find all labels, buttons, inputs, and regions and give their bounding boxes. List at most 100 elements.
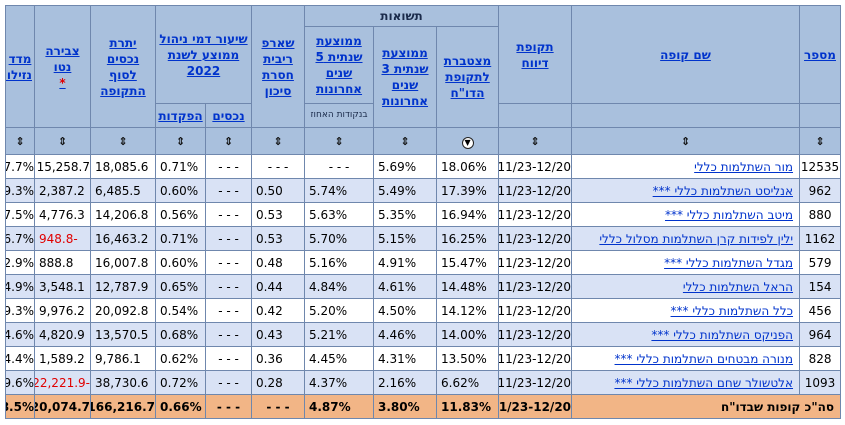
fee-assets: 0.56% xyxy=(155,202,206,227)
header-cumulative[interactable]: מצטברת לתקופת הדו"ח xyxy=(436,26,500,128)
fee-deposits: - - - xyxy=(205,298,252,323)
avg5-return: 5.21% xyxy=(303,322,375,347)
report-period: 11/23-12/20 xyxy=(498,178,573,203)
fund-name-link[interactable]: ילין לפידות קרן השתלמות מסלול כללי xyxy=(571,226,801,251)
avg5-return: 4.84% xyxy=(303,274,375,299)
row-id: 579 xyxy=(799,250,842,275)
sort-fees-assets[interactable]: ⇕ xyxy=(155,127,206,155)
header-period-spacer xyxy=(498,103,573,128)
funds-table-container: מספר שם קופה תקופת דיווח תשואות שארפ ריב… xyxy=(5,5,842,419)
fee-assets: 0.72% xyxy=(155,370,206,395)
header-period[interactable]: תקופת דיווח xyxy=(498,5,573,104)
total-label: סה"כ קופות שבדו"ח xyxy=(571,394,842,419)
fund-link-text[interactable]: מור השתלמות כללי xyxy=(694,159,794,174)
net-accrual: 3,548.1 xyxy=(34,274,91,299)
avg5-return: - - - xyxy=(303,154,375,179)
fund-name-link[interactable]: מיטב השתלמות כללי *** xyxy=(571,202,801,227)
fund-link-text[interactable]: ילין לפידות קרן השתלמות מסלול כללי xyxy=(599,231,794,246)
sort-fund-name[interactable]: ⇕ xyxy=(571,127,801,155)
total-fee-deposits: - - - xyxy=(205,394,252,419)
total-avg5: 4.87% xyxy=(303,394,375,419)
fee-assets: 0.71% xyxy=(155,154,206,179)
row-id: 154 xyxy=(799,274,842,299)
sharpe-ratio: 0.53 xyxy=(251,226,305,251)
header-sharpe[interactable]: שארפ ריבית חסרת סיכון xyxy=(251,5,305,128)
assets-end: 12,787.9 xyxy=(90,274,156,299)
header-assets-end[interactable]: יתרת נכסים לסוף התקופה xyxy=(90,5,156,128)
fund-name-link[interactable]: מגדל השתלמות כללי *** xyxy=(571,250,801,275)
liquidity-index: 72.9% xyxy=(5,250,35,275)
net-accrual-star: * xyxy=(59,75,66,90)
liquidity-index: 89.3% xyxy=(5,178,35,203)
row-id: 962 xyxy=(799,178,842,203)
header-fund-spacer xyxy=(571,103,801,128)
sort-period[interactable]: ⇕ xyxy=(498,127,573,155)
table-row: 12535 מור השתלמות כללי 11/23-12/20 18.06% 5.… xyxy=(5,154,842,179)
fund-link-text[interactable]: כלל השתלמות כללי *** xyxy=(670,303,794,318)
fund-name-link[interactable]: כלל השתלמות כללי *** xyxy=(571,298,801,323)
sort-assets-end[interactable]: ⇕ xyxy=(90,127,156,155)
total-assets: 166,216.7 xyxy=(90,394,156,419)
total-period: 11/23-12/20 xyxy=(498,394,573,419)
sort-sharpe[interactable]: ⇕ xyxy=(251,127,305,155)
fee-assets: 0.62% xyxy=(155,346,206,371)
header-fund-name[interactable]: שם קופה xyxy=(571,5,801,104)
cumulative-return: 17.39% xyxy=(436,178,500,203)
header-avg3[interactable]: ממוצעת שנתית 3 שנים אחרונות xyxy=(373,26,438,128)
sort-net-accrual[interactable]: ⇕ xyxy=(34,127,91,155)
header-fees-deposits[interactable]: הפקדות xyxy=(155,103,206,128)
header-fees[interactable]: שיעור דמי ניהול ממוצע לשנת 2022 xyxy=(155,5,252,104)
fund-name-link[interactable]: הראל השתלמות כללי xyxy=(571,274,801,299)
liquidity-index: 79.6% xyxy=(5,370,35,395)
sort-avg3[interactable]: ⇕ xyxy=(373,127,438,155)
liquidity-index: 74.6% xyxy=(5,322,35,347)
fee-assets: 0.60% xyxy=(155,250,206,275)
header-id[interactable]: מספר xyxy=(799,5,842,104)
fund-name-link[interactable]: מנורה מבטחים השתלמות כללי *** xyxy=(571,346,801,371)
fund-link-text[interactable]: אלטשולר שחם השתלמות כללי *** xyxy=(614,375,794,390)
fund-link-text[interactable]: מיטב השתלמות כללי *** xyxy=(664,207,794,222)
sort-fees-deposits[interactable]: ⇕ xyxy=(205,127,252,155)
header-fees-assets[interactable]: נכסים xyxy=(205,103,252,128)
fund-name-link[interactable]: אלטשולר שחם השתלמות כללי *** xyxy=(571,370,801,395)
header-net-accrual[interactable]: צבירה נטו * xyxy=(34,5,91,128)
fee-assets: 0.65% xyxy=(155,274,206,299)
avg5-return: 5.70% xyxy=(303,226,375,251)
fund-link-text[interactable]: אנליסט השתלמות כללי *** xyxy=(652,183,794,198)
assets-end: 16,463.2 xyxy=(90,226,156,251)
sort-cumulative[interactable]: ▼ xyxy=(436,127,500,155)
fund-link-text[interactable]: הפניקס השתלמות כללי *** xyxy=(651,327,794,342)
avg3-return: 4.50% xyxy=(373,298,438,323)
table-row: 880 מיטב השתלמות כללי *** 11/23-12/20 16.94… xyxy=(5,202,842,227)
liquidity-index: 74.9% xyxy=(5,274,35,299)
report-period: 11/23-12/20 xyxy=(498,370,573,395)
assets-end: 14,206.8 xyxy=(90,202,156,227)
fund-link-text[interactable]: מגדל השתלמות כללי *** xyxy=(664,255,794,270)
net-accrual: -948.8 xyxy=(34,226,91,251)
header-liquidity[interactable]: מדד נזילות xyxy=(5,5,35,128)
row-id: 1093 xyxy=(799,370,842,395)
fund-name-link[interactable]: אנליסט השתלמות כללי *** xyxy=(571,178,801,203)
fee-assets: 0.71% xyxy=(155,226,206,251)
avg5-return: 4.37% xyxy=(303,370,375,395)
total-cumulative: 11.83% xyxy=(436,394,500,419)
sort-liquidity[interactable]: ⇕ xyxy=(5,127,35,155)
header-avg5[interactable]: ממוצעת שנתית 5 שנים אחרונות xyxy=(303,26,375,104)
sort-avg5[interactable]: ⇕ xyxy=(303,127,375,155)
avg5-return: 4.45% xyxy=(303,346,375,371)
header-id-spacer xyxy=(799,103,842,128)
fund-link-text[interactable]: הראל השתלמות כללי xyxy=(682,279,794,294)
cumulative-return: 13.50% xyxy=(436,346,500,371)
assets-end: 38,730.6 xyxy=(90,370,156,395)
fund-link-text[interactable]: מנורה מבטחים השתלמות כללי *** xyxy=(614,351,794,366)
report-period: 11/23-12/20 xyxy=(498,202,573,227)
report-period: 11/23-12/20 xyxy=(498,346,573,371)
row-id: 456 xyxy=(799,298,842,323)
fund-name-link[interactable]: מור השתלמות כללי xyxy=(571,154,801,179)
total-sharpe: - - - xyxy=(251,394,305,419)
fund-name-link[interactable]: הפניקס השתלמות כללי *** xyxy=(571,322,801,347)
row-id: 880 xyxy=(799,202,842,227)
sort-id[interactable]: ⇕ xyxy=(799,127,842,155)
fee-deposits: - - - xyxy=(205,250,252,275)
cumulative-return: 6.62% xyxy=(436,370,500,395)
